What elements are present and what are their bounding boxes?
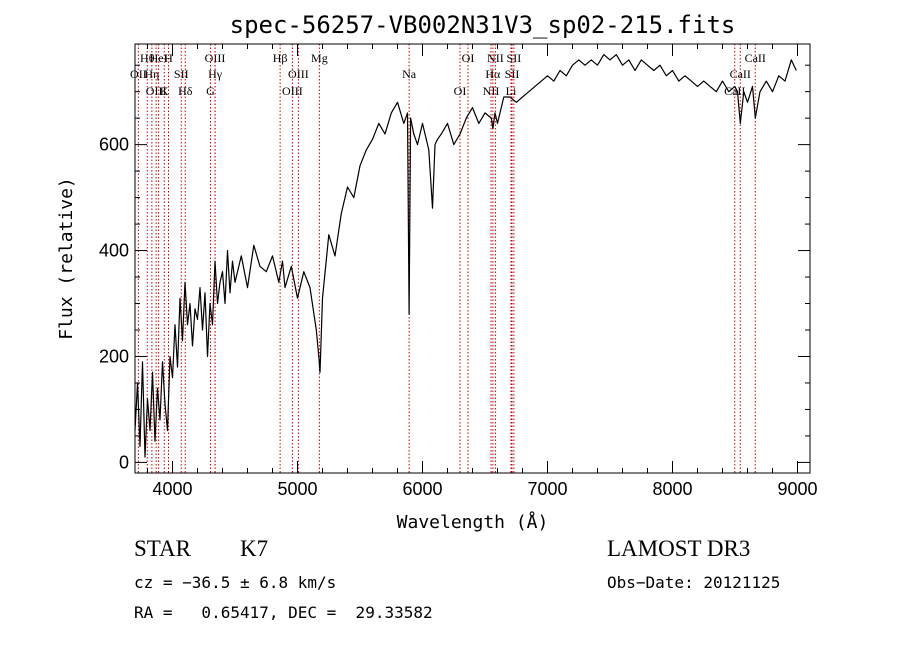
obs-date: Obs−Date: 20121125 [607, 573, 781, 592]
object-class: STAR [134, 536, 191, 561]
chart-title: spec-56257-VB002N31V3_sp02-215.fits [230, 11, 736, 39]
line-marker-label-3: HeI [150, 51, 168, 65]
line-marker-label-8: Hδ [178, 84, 193, 98]
line-marker-label-5: K [160, 84, 169, 98]
line-marker-label-26: CaII [724, 84, 745, 98]
line-marker-label-18: OI [462, 51, 475, 65]
line-marker-label-23: Li [506, 84, 517, 98]
line-marker-label-4: Hη [144, 67, 159, 81]
line-marker-label-20: NII [483, 84, 500, 98]
line-marker-label-22: SII [505, 67, 520, 81]
line-marker-label-13: OIII [288, 67, 309, 81]
y-tick-label-1: 200 [99, 346, 129, 366]
line-marker-label-24: SII [507, 51, 522, 65]
line-marker-label-19: Hα [485, 67, 501, 81]
line-marker-label-11: G [206, 84, 215, 98]
line-marker-label-21: NII [487, 51, 504, 65]
line-marker-label-12: Hβ [273, 51, 288, 65]
line-marker-label-17: OI [454, 84, 467, 98]
y-tick-label-2: 400 [99, 241, 129, 261]
x-tick-label-3: 7000 [527, 479, 567, 499]
y-tick-label-3: 600 [99, 135, 129, 155]
spectrum-line [134, 54, 797, 458]
x-tick-label-4: 8000 [652, 479, 692, 499]
survey-label: LAMOST DR3 [607, 536, 751, 561]
line-marker-label-0: Hθ [140, 51, 155, 65]
x-tick-label-2: 6000 [402, 479, 442, 499]
line-marker-label-1: OII [130, 67, 147, 81]
x-tick-label-1: 5000 [277, 479, 317, 499]
y-axis-label: Flux (relative) [56, 177, 77, 340]
line-marker-label-6: H [164, 51, 173, 65]
x-axis-label: Wavelength (Å) [397, 511, 549, 533]
coordinates: RA = 0.65417, DEC = 29.33582 [134, 603, 433, 622]
line-marker-label-16: Na [402, 67, 417, 81]
line-marker-label-2: OIII [146, 84, 167, 98]
object-subclass: K7 [240, 536, 269, 561]
line-marker-label-14: OIII [282, 84, 303, 98]
line-marker-label-15: Mg [311, 51, 328, 65]
redshift-readout: cz = −36.5 ± 6.8 km/s [134, 573, 337, 592]
line-marker-label-7: SII [174, 67, 189, 81]
line-marker-label-25: CaII [730, 67, 751, 81]
line-marker-label-27: CaII [745, 51, 766, 65]
x-tick-label-0: 4000 [152, 479, 192, 499]
line-marker-label-10: Hγ [208, 67, 223, 81]
y-tick-label-0: 0 [119, 452, 129, 472]
x-tick-label-5: 9000 [777, 479, 817, 499]
